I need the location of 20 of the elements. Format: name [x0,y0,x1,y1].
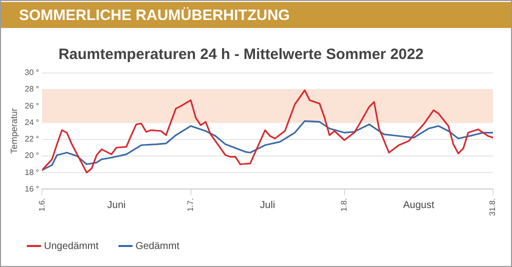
y-axis-title: Temperatur [8,108,19,154]
legend-label: Gedämmt [135,240,180,252]
chart-title: SOMMERLICHE RAUMÜBERHITZUNG [18,6,290,24]
text: Juni [107,200,126,211]
y-tick-label: 18 ° [24,168,40,177]
y-tick-label: 16 ° [24,184,40,194]
y-tick-label: 28 ° [24,84,40,94]
x-tick-label: 1.7. [186,198,195,212]
text: August [403,200,434,211]
chart-subtitle: Raumtemperaturen 24 h - Mittelwerte Sommer 2022 [57,46,425,63]
x-tick-label: 1.6. [37,198,46,212]
x-tick-label: 31.8. [488,198,498,216]
x-tick-label: 1.8. [340,198,349,212]
y-tick-label: 22 ° [24,134,40,144]
y-tick-label: 30 ° [24,68,40,78]
y-tick-label: 26 ° [24,101,40,110]
y-tick-label: 24 ° [24,118,40,127]
legend-label: Ungedämmt [44,240,99,252]
y-tick-label: 20 ° [24,151,40,160]
text: Juli [260,200,276,211]
